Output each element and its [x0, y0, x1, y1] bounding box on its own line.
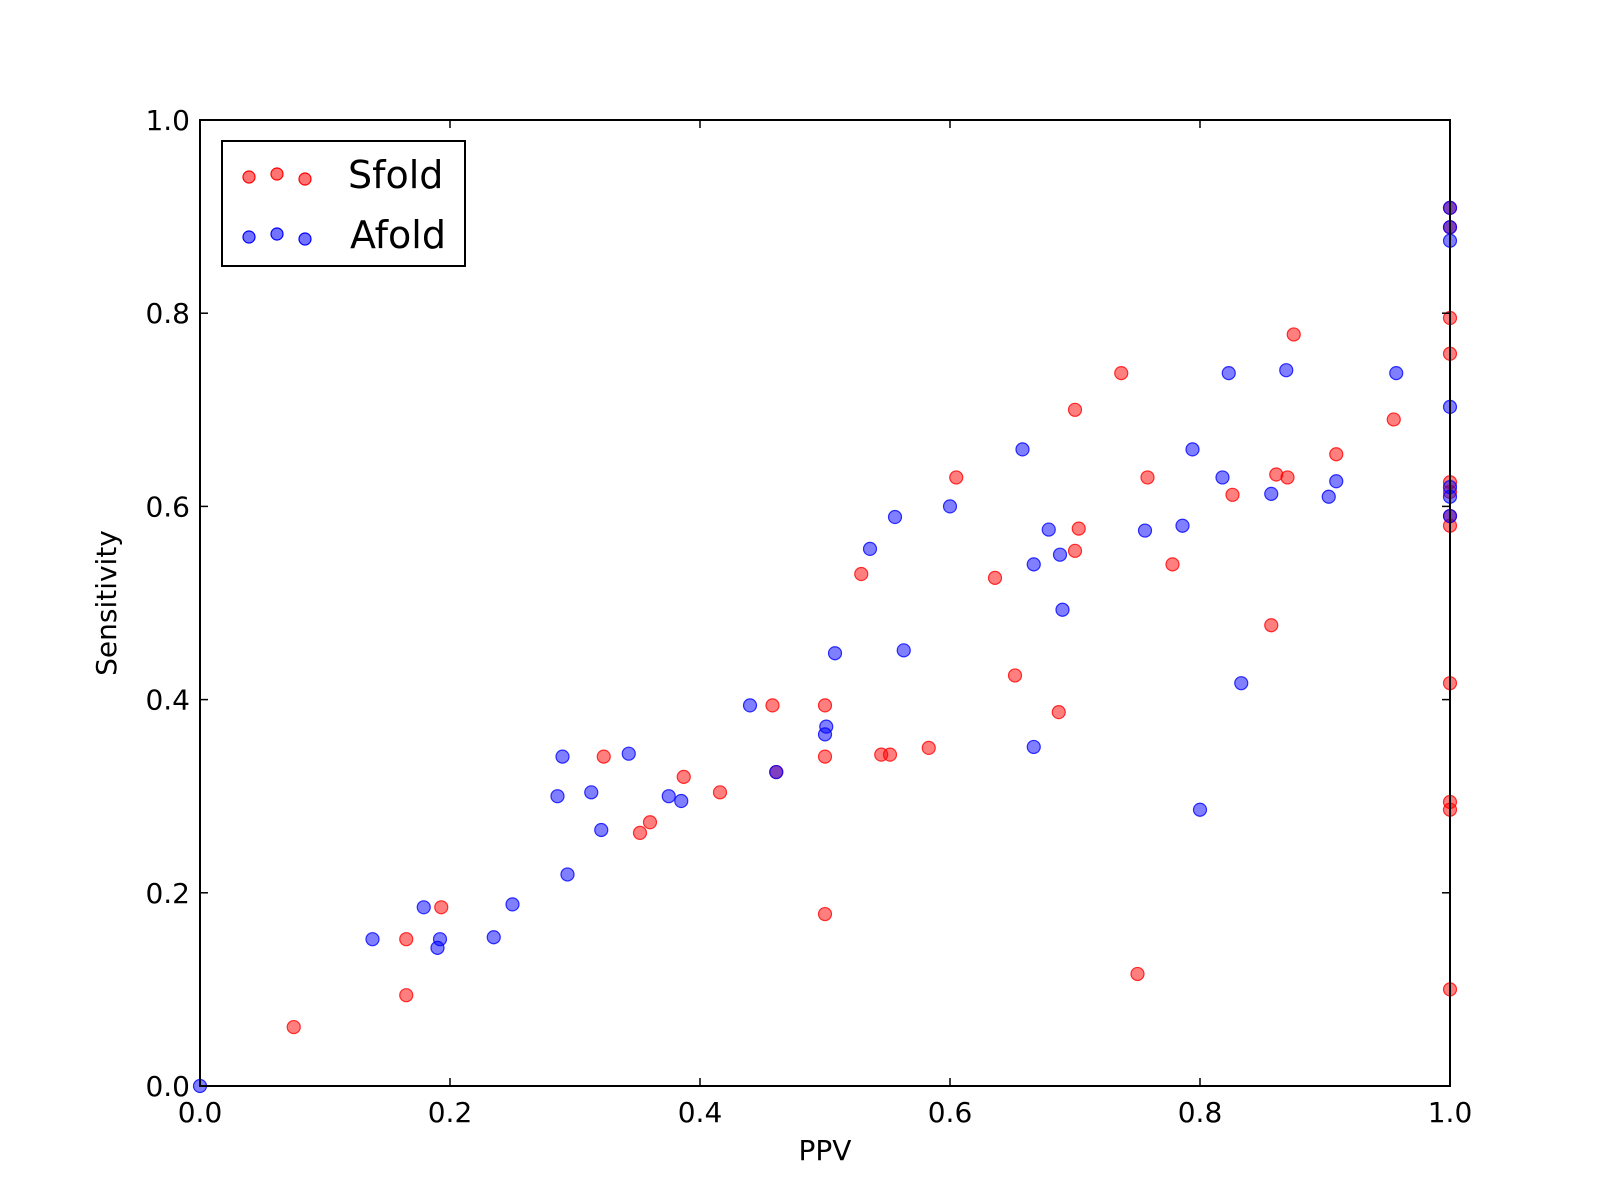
legend-box: [221, 140, 466, 267]
point-sfold-34: [1329, 447, 1344, 462]
legend-marker-afold: [242, 227, 312, 246]
point-sfold-18: [949, 470, 964, 485]
point-afold-18: [819, 719, 834, 734]
point-sfold-25: [1114, 365, 1129, 381]
y-tick-label-4: 0.8: [145, 297, 190, 330]
x-tick-label-5: 1.0: [1428, 1096, 1473, 1129]
point-sfold-26: [1130, 966, 1145, 982]
point-sfold-9: [765, 698, 780, 713]
point-afold-22: [896, 643, 911, 658]
x-tick-label-1: 0.2: [428, 1096, 473, 1129]
point-sfold-2: [399, 988, 414, 1003]
point-sfold-27: [1140, 470, 1155, 485]
point-sfold-23: [1067, 402, 1083, 417]
point-sfold-19: [987, 570, 1003, 585]
point-afold-8: [555, 749, 570, 764]
x-tick-label-0: 0.0: [178, 1096, 223, 1129]
point-sfold-11: [817, 698, 833, 713]
point-afold-32: [1185, 442, 1200, 457]
point-afold-19: [827, 646, 843, 661]
point-afold-13: [661, 789, 676, 804]
point-sfold-33: [1286, 327, 1301, 342]
legend-label-sfold: Sfold: [348, 153, 443, 197]
point-sfold-13: [817, 906, 833, 922]
point-afold-4: [432, 932, 448, 947]
point-afold-34: [1215, 470, 1230, 485]
point-afold-36: [1234, 676, 1249, 691]
point-afold-41: [1389, 365, 1404, 381]
y-tick-label-5: 1.0: [145, 104, 190, 137]
point-afold-5: [486, 930, 501, 945]
point-sfold-16: [882, 747, 898, 762]
point-sfold-17: [921, 740, 936, 756]
point-afold-21: [887, 509, 903, 525]
y-tick-label-1: 0.2: [145, 877, 190, 910]
point-afold-37: [1264, 486, 1279, 501]
y-tick-label-3: 0.6: [145, 490, 190, 523]
point-sfold-32: [1280, 470, 1295, 485]
point-afold-2: [416, 900, 431, 915]
point-sfold-6: [642, 815, 658, 830]
point-afold-38: [1279, 363, 1294, 378]
point-sfold-8: [712, 785, 728, 800]
x-tick-label-4: 0.8: [1178, 1096, 1223, 1129]
point-afold-14: [674, 793, 689, 809]
point-sfold-1: [399, 932, 414, 947]
point-sfold-24: [1071, 521, 1086, 536]
y-tick-label-0: 0.0: [145, 1070, 190, 1103]
point-sfold-12: [817, 749, 833, 764]
point-afold-15: [742, 698, 758, 713]
point-sfold-35: [1386, 412, 1401, 427]
legend-label-afold: Afold: [350, 213, 446, 257]
point-sfold-21: [1051, 705, 1066, 720]
point-sfold-7: [676, 769, 691, 784]
x-tick-label-2: 0.4: [678, 1096, 723, 1129]
point-afold-28: [1052, 547, 1068, 562]
point-afold-9: [560, 867, 575, 882]
point-afold-24: [1015, 442, 1030, 457]
point-afold-29: [1055, 602, 1070, 617]
point-afold-33: [1192, 802, 1208, 817]
point-afold-20: [862, 541, 878, 557]
point-afold-30: [1137, 523, 1153, 538]
point-sfold-3: [434, 900, 449, 915]
point-sfold-14: [854, 566, 869, 582]
x-tick-label-3: 0.6: [928, 1096, 973, 1129]
point-afold-23: [942, 499, 958, 514]
plot-frame: [199, 119, 1451, 1087]
point-afold-25: [1026, 739, 1041, 755]
point-afold-12: [621, 746, 636, 761]
point-afold-27: [1041, 522, 1056, 537]
point-sfold-4: [596, 749, 611, 764]
point-sfold-20: [1007, 668, 1023, 683]
point-afold-6: [505, 897, 520, 912]
point-afold-11: [594, 822, 609, 838]
point-afold-31: [1175, 518, 1190, 533]
point-sfold-30: [1264, 618, 1279, 633]
legend: Sfold Afold: [221, 140, 466, 267]
point-sfold-22: [1067, 543, 1083, 558]
point-sfold-29: [1225, 487, 1240, 502]
point-sfold-0: [286, 1019, 301, 1035]
point-afold-10: [584, 785, 599, 800]
legend-marker-sfold: [242, 167, 312, 186]
point-afold-40: [1329, 474, 1344, 489]
point-sfold-5: [632, 825, 648, 841]
y-axis-label: Sensitivity: [90, 530, 123, 676]
x-axis-label: PPV: [799, 1134, 852, 1167]
point-afold-1: [365, 932, 380, 947]
point-sfold-28: [1165, 557, 1180, 572]
point-afold-39: [1321, 489, 1336, 504]
point-afold-16: [769, 764, 784, 780]
point-afold-35: [1221, 365, 1236, 381]
y-tick-label-2: 0.4: [145, 684, 190, 717]
point-afold-7: [550, 789, 565, 804]
point-afold-26: [1026, 557, 1041, 572]
axis-ticks: 0.0 0.2 0.4 0.6 0.8 1.0 0.0 0.2 0.4 0.6 0.8 1.0: [145, 104, 1472, 1129]
